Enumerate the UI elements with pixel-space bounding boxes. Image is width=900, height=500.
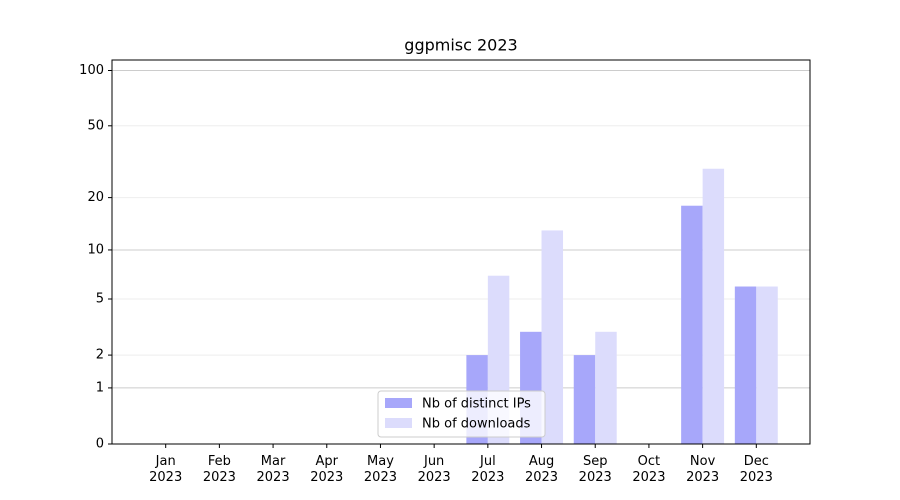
x-tick-label: May 2023 bbox=[364, 454, 397, 485]
x-tick-label: Oct 2023 bbox=[632, 454, 665, 485]
y-tick-label: 100 bbox=[79, 63, 104, 78]
bar bbox=[595, 331, 617, 444]
y-tick-label: 0 bbox=[96, 437, 104, 452]
legend-label: Nb of downloads bbox=[422, 417, 531, 432]
bar bbox=[681, 205, 703, 444]
legend-swatch bbox=[385, 398, 412, 408]
chart-title: ggpmisc 2023 bbox=[404, 36, 517, 55]
x-tick-label: Jan 2023 bbox=[149, 454, 182, 485]
x-tick-label: Sep 2023 bbox=[579, 454, 612, 485]
x-tick-label: Dec 2023 bbox=[740, 454, 773, 485]
x-tick-label: Jun 2023 bbox=[418, 454, 451, 485]
bar bbox=[573, 355, 596, 444]
y-tick-label: 5 bbox=[96, 291, 104, 306]
x-tick-label: Mar 2023 bbox=[257, 454, 290, 485]
y-tick-label: 20 bbox=[87, 190, 104, 205]
y-tick-label: 2 bbox=[96, 348, 104, 363]
x-tick-label: Jul 2023 bbox=[471, 454, 504, 485]
x-tick-label: Nov 2023 bbox=[686, 454, 719, 485]
bar bbox=[702, 168, 725, 444]
x-tick-label: Feb 2023 bbox=[203, 454, 236, 485]
y-tick-label: 10 bbox=[87, 242, 104, 257]
legend-swatch bbox=[385, 418, 412, 428]
x-tick-label: Apr 2023 bbox=[310, 454, 343, 485]
bar bbox=[756, 286, 778, 444]
y-tick-label: 1 bbox=[96, 380, 104, 395]
legend-box bbox=[377, 390, 546, 438]
bar bbox=[541, 230, 564, 444]
bar bbox=[734, 286, 757, 444]
legend-label: Nb of distinct IPs bbox=[422, 397, 531, 412]
y-tick-label: 50 bbox=[87, 118, 104, 133]
x-tick-label: Aug 2023 bbox=[525, 454, 558, 485]
plot-frame bbox=[111, 59, 811, 445]
